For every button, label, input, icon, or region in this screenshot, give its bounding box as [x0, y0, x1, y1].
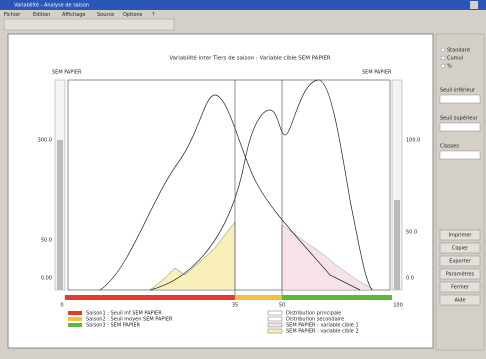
menu-item[interactable]: ? — [152, 12, 155, 18]
legend-swatch — [68, 317, 82, 321]
option-label: Standard — [447, 48, 470, 54]
button[interactable] — [439, 268, 481, 280]
shaded-area — [281, 224, 376, 291]
radio-button[interactable] — [440, 55, 446, 61]
button[interactable] — [439, 294, 481, 306]
button[interactable] — [439, 229, 481, 241]
zone-mid — [235, 295, 282, 300]
left-gauge-fill — [57, 140, 63, 290]
button[interactable] — [439, 255, 481, 267]
legend-swatch — [267, 328, 283, 334]
input-field[interactable] — [439, 150, 481, 160]
menu-item[interactable]: Source — [97, 12, 114, 18]
left-tick-label: 300.0 — [38, 138, 52, 144]
menu-item[interactable]: Options — [123, 12, 143, 18]
legend-label: Saison2 : Seuil moyen SEM PAPIER — [86, 317, 173, 323]
radio-button[interactable] — [440, 63, 446, 69]
right-axis-label: SEM PAPIER — [362, 70, 392, 76]
field-label: Seuil supérieur — [440, 115, 479, 122]
button[interactable] — [439, 242, 481, 254]
curve — [149, 79, 373, 291]
legend-label: SEM PAPIER : variable cible 1 — [286, 323, 359, 329]
bottom-tick-label: 35 — [232, 303, 238, 309]
zone-low — [65, 295, 235, 300]
field-label: Seuil inférieur — [440, 87, 476, 94]
button-label: Exporter — [449, 259, 471, 265]
radio-button[interactable] — [440, 47, 446, 53]
legend-label: SEM PAPIER : variable cible 2 — [286, 329, 359, 335]
right-tick-label: 100.0 — [406, 138, 420, 144]
input-field[interactable] — [439, 94, 481, 104]
legend-label: Saison1 : Seuil inf SEM PAPIER — [86, 311, 162, 317]
close-button[interactable] — [470, 1, 478, 9]
button-label: Aide — [454, 298, 465, 304]
legend-label: Saison3 : SEM PAPIER — [86, 323, 141, 329]
menu-item[interactable]: Affichage — [62, 12, 86, 18]
legend-swatch — [68, 323, 82, 327]
legend-label: Distribution secondaire — [286, 317, 344, 323]
window-title: Variabilité - Analyse de saison — [14, 2, 89, 9]
option-label: Cumul — [447, 56, 463, 62]
legend-swatch — [267, 322, 283, 328]
menu-item[interactable]: Edition — [33, 12, 50, 18]
left-tick-label: 0.00 — [41, 276, 52, 282]
right-gauge-fill — [394, 200, 400, 290]
legend-swatch — [68, 311, 82, 315]
legend-label: Distribution principale — [286, 311, 341, 317]
button-label: Copier — [452, 246, 469, 252]
bottom-tick-label: 0 — [60, 303, 63, 309]
bottom-tick-label: 50 — [279, 303, 285, 309]
left-axis-label: SEM PAPIER — [52, 70, 82, 76]
menu-item[interactable]: Fichier — [4, 12, 21, 18]
button-label: Paramètres — [446, 271, 475, 278]
option-label: % — [447, 64, 452, 70]
right-tick-label: 0.0 — [406, 276, 414, 282]
button[interactable] — [439, 281, 481, 293]
curve — [99, 94, 361, 291]
title-bar — [0, 0, 486, 10]
zone-high — [282, 295, 392, 300]
legend-swatch — [267, 316, 283, 322]
toolbar — [3, 18, 175, 31]
chart-title: Variabilité inter Tiers de saison : Vari… — [169, 55, 331, 62]
field-label: Classes — [440, 144, 459, 150]
input-field[interactable] — [439, 122, 481, 132]
legend-swatch — [267, 310, 283, 316]
bottom-tick-label: 100 — [393, 303, 403, 309]
right-tick-label: 50.0 — [406, 230, 417, 236]
button-label: Fermer — [451, 285, 470, 291]
left-tick-label: 50.0 — [41, 238, 52, 244]
button-label: Imprimer — [449, 233, 473, 239]
